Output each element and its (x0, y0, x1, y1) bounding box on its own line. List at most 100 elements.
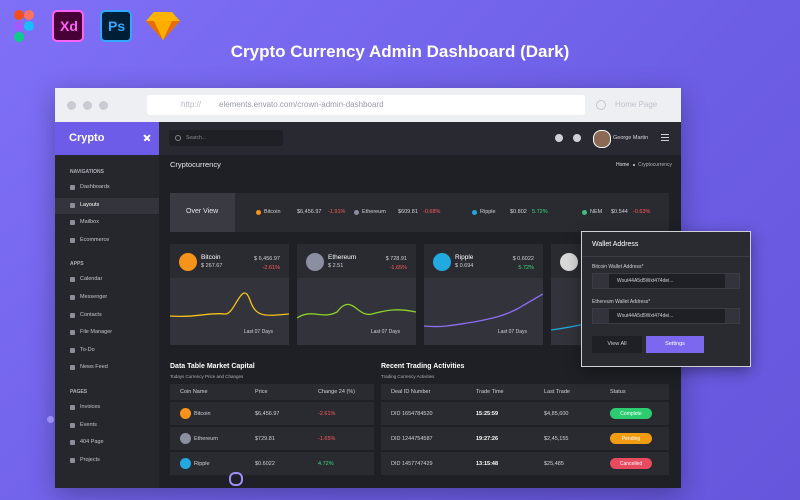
copy-button[interactable] (725, 274, 739, 288)
xd-text: Xd (60, 18, 78, 34)
nav-item[interactable]: Projects (55, 453, 159, 469)
cell: $2,45,155 (544, 436, 569, 442)
sparkline (423, 293, 544, 328)
column-header: Status (610, 389, 626, 395)
deco-dot (229, 472, 243, 486)
status-badge: Cancelled (610, 458, 652, 469)
coin-card: Ethereum $ 2.51 $ 728.91 -1.65% Last 07 Days (296, 244, 417, 345)
overview-bar: Over View Bitcoin $6,456.97 -1.91% Ethereum $… (170, 193, 669, 232)
sparkline (169, 292, 290, 318)
nav-item[interactable]: Invoices (55, 400, 159, 416)
nav-item[interactable]: To-Do (55, 343, 159, 359)
nav-item[interactable]: News Feed (55, 360, 159, 376)
wallet-input[interactable]: Wxut44A5d5Wxt474dei... (592, 308, 740, 324)
ticker-name: Bitcoin (264, 209, 281, 215)
card-footer: Last 07 Days (370, 329, 400, 335)
copy-button[interactable] (725, 309, 739, 323)
topbar-icon[interactable] (573, 134, 581, 142)
coin-icon (560, 253, 578, 271)
browser-window: http:// elements.envato.com/crown-admin-d… (55, 88, 681, 488)
nav-label: Messenger (80, 294, 108, 300)
table-row: DID 1457747429 13:15:48 $25,485 Cancelled (381, 452, 669, 475)
table-row: Bitcoin $6,456.97 -2.61% (170, 402, 374, 425)
page-heading: Crypto Currency Admin Dashboard (Dark) (230, 42, 570, 61)
coin-icon (306, 253, 324, 271)
address-bar[interactable]: http:// elements.envato.com/crown-admin-d… (147, 95, 585, 115)
table-subtitle: Trading Currency Activities (381, 374, 435, 379)
coin-change: -2.61% (262, 265, 280, 271)
user-name[interactable]: George Martin (613, 135, 649, 141)
nav-icon (70, 220, 75, 226)
xd-logo: Xd (52, 10, 84, 42)
nav-item[interactable]: Calendar (55, 272, 159, 288)
nav-label: News Feed (80, 364, 108, 371)
table-row: DID 1654784520 15:25:59 $4,85,600 Complete (381, 402, 669, 425)
cell: Ripple (194, 461, 210, 467)
card-footer: Last 07 Days (243, 329, 273, 335)
column-header: Trade Time (476, 389, 504, 395)
coin-icon (180, 433, 191, 444)
nav-icon (70, 202, 75, 208)
breadcrumb-home[interactable]: Home (616, 162, 630, 168)
figma-part (14, 10, 24, 20)
avatar[interactable] (593, 130, 611, 148)
field-label: Bitcoin Wallet Address* (592, 264, 644, 270)
nav-item[interactable]: Messenger (55, 290, 159, 306)
column-header: Change 24 (%) (318, 389, 355, 395)
ticker-icon (354, 210, 359, 215)
popup-title: Wallet Address (592, 241, 639, 248)
sparkline-area (296, 278, 417, 345)
cell: 4.72% (318, 461, 334, 467)
nav-item[interactable]: File Manager (55, 325, 159, 341)
coin-change: 5.72% (518, 265, 534, 271)
search-icon (175, 135, 181, 141)
coin-sub: $ 2.51 (328, 263, 344, 269)
nav-item[interactable]: Dashboards (55, 180, 159, 196)
status-badge: Pending (610, 433, 652, 444)
menu-bar[interactable] (661, 140, 669, 141)
wallet-input[interactable]: Wxut44A5d5Wxt474dei... (592, 273, 740, 289)
topbar-icon[interactable] (555, 134, 563, 142)
coin-icon (433, 253, 451, 271)
popup-divider (582, 256, 750, 257)
ticker-change: 5.72% (532, 209, 548, 215)
ticker-change: -0.63% (633, 209, 651, 215)
nav-icon (70, 365, 75, 371)
nav-item[interactable]: Events (55, 418, 159, 434)
section-title: PAGES (70, 389, 88, 395)
card-footer: Last 07 Days (497, 329, 527, 335)
settings-button[interactable]: Settings (646, 336, 704, 353)
nav-label: 404 Page (80, 439, 104, 446)
nav-label: Contacts (80, 311, 102, 318)
nav-label: To-Do (80, 346, 95, 353)
status-text: Complete (620, 411, 642, 417)
ticker-price: $609.81 (398, 209, 418, 215)
page-title: Cryptocurrency (170, 160, 221, 169)
ticker-change: -1.91% (328, 209, 346, 215)
ticker-name: Ethereum (362, 209, 386, 215)
nav-item[interactable]: Ecommerce (55, 233, 159, 249)
nav-item[interactable]: Mailbox (55, 215, 159, 231)
nav-icon (70, 277, 75, 283)
nav-item[interactable]: Layouts (55, 197, 159, 214)
reload-icon[interactable] (596, 100, 606, 110)
nav-icon (70, 237, 75, 243)
menu-bar[interactable] (661, 134, 669, 135)
search-box[interactable]: Search... (169, 130, 283, 146)
view-all-button[interactable]: View All (592, 336, 642, 353)
column-header: Price (255, 389, 268, 395)
window-dot (67, 101, 76, 110)
home-link[interactable]: Home Page (615, 100, 658, 109)
column-header: Coin Name (180, 389, 208, 395)
sketch-logo (146, 10, 180, 40)
menu-bar[interactable] (661, 137, 669, 138)
ticker-icon (256, 210, 261, 215)
nav-item[interactable]: Contacts (55, 308, 159, 324)
sidebar: Crypto NAVIGATIONS Dashboards Layouts Mailbo… (55, 122, 159, 488)
table-subtitle: Todays Currency Price and Changes (170, 374, 244, 379)
input-icon (593, 274, 609, 288)
coin-name: Bitcoin (201, 254, 221, 261)
nav-item[interactable]: 404 Page (55, 435, 159, 451)
input-value: Wxut44A5d5Wxt474dei... (617, 278, 674, 284)
breadcrumb-sep (633, 164, 635, 166)
